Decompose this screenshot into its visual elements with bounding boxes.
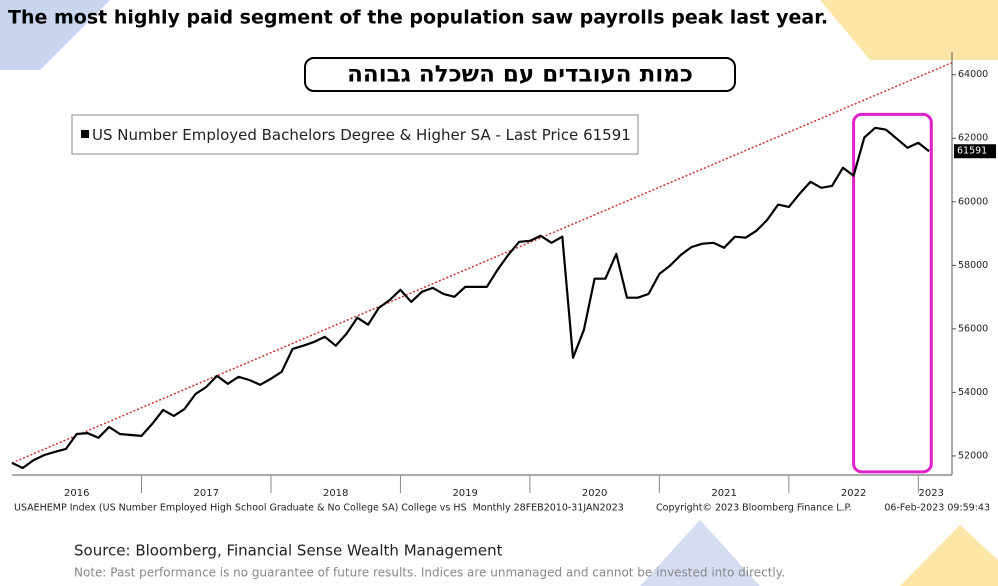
legend-box [71,114,639,155]
x-tick-label: 2022 [841,488,866,499]
x-tick-label: 2023 [919,488,944,499]
subtitle-box [304,57,736,92]
legend-suffix: - Last Price [491,126,583,144]
x-tick-label: 2021 [711,488,736,499]
source: Source: Bloomberg, Financial Sense Wealt… [74,542,503,560]
decoration [820,0,998,60]
last-price-tag [954,144,996,159]
decoration [0,0,110,70]
y-tick-label: 62000 [958,133,988,144]
footer-left: USAEHEMP Index (US Number Employed High … [14,503,624,514]
last-price-label: 61591 [957,146,987,157]
y-tick-label: 58000 [958,260,988,271]
x-tick-label: 2017 [193,488,218,499]
footer-right: 06-Feb-2023 09:59:43 [884,503,990,514]
x-tick-label: 2020 [582,488,607,499]
decoration [640,520,760,586]
chart-title: The most highly paid segment of the popu… [8,7,828,29]
legend-value: 61591 [583,126,631,144]
y-tick-label: 64000 [958,69,988,80]
subtitle: כמות העובדים עם השכלה גבוהה [347,62,693,88]
x-tick-label: 2019 [452,488,477,499]
legend-text: US Number Employed Bachelors Degree & Hi… [92,126,631,144]
y-tick-label: 52000 [958,450,988,461]
x-tick-label: 2018 [323,488,348,499]
series-line [11,126,930,470]
legend-label: US Number Employed Bachelors Degree & Hi… [92,126,491,144]
legend-swatch [81,130,89,138]
y-tick-label: 54000 [958,387,988,398]
decoration [900,525,998,586]
y-tick-label: 60000 [958,196,988,207]
highlight-box [852,112,933,474]
x-tick-label: 2016 [64,488,89,499]
y-tick-label: 56000 [958,323,988,334]
note: Note: Past performance is no guarantee o… [74,566,785,580]
footer-mid: Copyright© 2023 Bloomberg Finance L.P. [656,503,852,514]
